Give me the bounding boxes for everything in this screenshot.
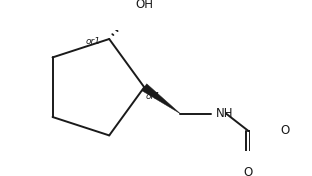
Text: O: O — [243, 166, 253, 176]
Text: or1: or1 — [86, 37, 101, 46]
Text: O: O — [280, 124, 289, 137]
Polygon shape — [142, 84, 180, 114]
Text: NH: NH — [215, 107, 233, 120]
Text: or1: or1 — [145, 92, 160, 101]
Text: OH: OH — [135, 0, 153, 11]
